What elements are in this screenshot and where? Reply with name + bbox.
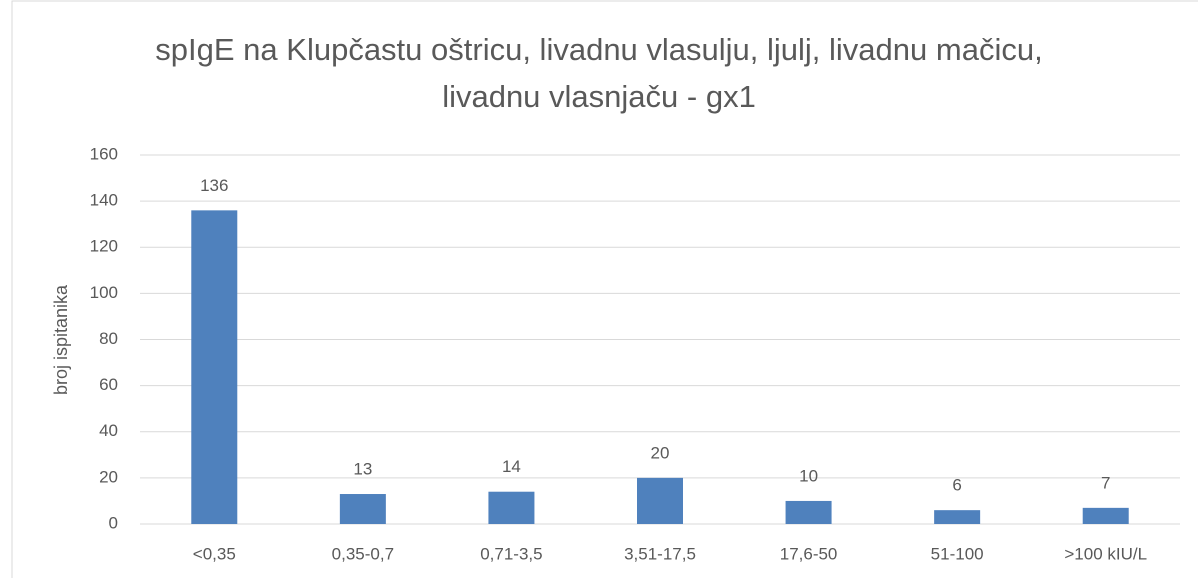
chart-border (11, 0, 1198, 578)
x-tick-label: 17,6-50 (780, 544, 838, 563)
y-tick-label: 120 (90, 237, 118, 256)
bar (934, 510, 981, 524)
y-axis-label: broj ispitanika (51, 284, 71, 395)
data-label: 13 (353, 460, 372, 479)
data-label: 10 (799, 466, 818, 485)
x-tick-label: 0,71-3,5 (480, 544, 542, 563)
y-tick-label: 100 (90, 283, 118, 302)
y-tick-label: 0 (109, 513, 118, 532)
data-label: 7 (1101, 473, 1110, 492)
y-tick-label: 20 (99, 467, 118, 486)
bar (637, 477, 683, 524)
x-tick-label: 3,51-17,5 (624, 544, 696, 563)
bar (488, 491, 535, 524)
bar (339, 494, 386, 524)
x-tick-label: 51-100 (931, 544, 984, 563)
y-tick-label: 140 (90, 191, 118, 210)
y-tick-label: 40 (99, 421, 118, 440)
data-label: 14 (502, 457, 521, 476)
x-tick-label: >100 kIU/L (1064, 544, 1147, 563)
x-tick-label: <0,35 (193, 544, 236, 563)
data-label: 6 (952, 476, 961, 495)
x-tick-label: 0,35-0,7 (332, 544, 394, 563)
y-tick-label: 160 (90, 144, 118, 163)
chart-title: spIgE na Klupčastu oštricu, livadnu vlas… (155, 32, 1043, 114)
bar (785, 500, 832, 524)
y-tick-label: 60 (99, 375, 118, 394)
bar (1082, 507, 1129, 524)
data-label: 136 (200, 176, 228, 195)
data-label: 20 (651, 443, 670, 462)
bar (191, 210, 238, 524)
y-tick-label: 80 (99, 329, 118, 348)
